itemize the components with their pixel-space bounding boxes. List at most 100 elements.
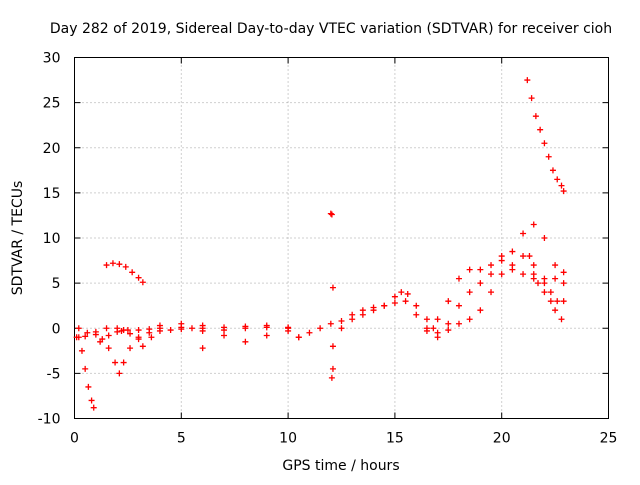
data-point — [78, 347, 85, 354]
data-point — [402, 298, 409, 305]
data-point — [139, 343, 146, 350]
data-point — [199, 345, 206, 352]
data-point — [306, 329, 313, 336]
data-point — [528, 95, 535, 102]
data-point — [317, 325, 324, 332]
data-point — [488, 262, 495, 269]
y-axis-label: SDTVAR / TECUs — [10, 181, 26, 296]
data-point — [434, 329, 441, 336]
data-point — [413, 311, 420, 318]
data-point — [545, 153, 552, 160]
data-point — [148, 334, 155, 341]
data-point — [135, 336, 142, 343]
data-point — [552, 307, 559, 314]
y-tick-label: 10 — [43, 231, 61, 247]
x-tick-label: 25 — [600, 431, 618, 447]
data-point — [146, 329, 153, 336]
data-point — [466, 289, 473, 296]
chart-title: Day 282 of 2019, Sidereal Day-to-day VTE… — [50, 21, 612, 37]
data-point — [73, 334, 80, 341]
data-point — [541, 235, 548, 241]
x-tick-label: 20 — [493, 431, 511, 447]
data-point — [509, 248, 516, 255]
data-point — [498, 271, 505, 278]
data-point — [116, 261, 123, 268]
data-point — [398, 289, 405, 296]
data-point — [466, 316, 473, 323]
data-point — [285, 325, 292, 332]
y-tick-label: 20 — [43, 141, 61, 157]
data-point — [560, 269, 567, 276]
data-point — [295, 334, 302, 341]
data-point — [328, 374, 335, 381]
data-point — [404, 290, 411, 297]
data-point — [199, 322, 206, 329]
data-point — [329, 365, 336, 372]
data-point — [129, 269, 136, 276]
data-point — [430, 325, 437, 332]
data-point — [82, 365, 89, 372]
data-point — [455, 275, 462, 282]
data-point — [90, 404, 97, 411]
data-point — [84, 329, 91, 336]
series-trace-d — [103, 260, 146, 286]
data-point — [105, 345, 112, 352]
data-point — [498, 253, 505, 260]
data-point — [547, 289, 554, 296]
data-point — [477, 307, 484, 314]
data-point — [167, 327, 174, 334]
data-point — [85, 383, 92, 390]
data-point — [242, 338, 249, 345]
data-point — [338, 325, 345, 332]
data-point — [114, 325, 121, 332]
data-point — [560, 188, 567, 195]
y-tick-label: 25 — [43, 96, 61, 112]
data-point — [359, 311, 366, 318]
data-point — [445, 327, 452, 334]
data-point — [381, 302, 388, 309]
data-point — [199, 327, 206, 334]
data-point — [221, 332, 228, 339]
series-outliers — [199, 210, 336, 381]
data-point — [541, 140, 548, 147]
data-point — [535, 280, 542, 287]
data-point — [122, 263, 129, 270]
data-point — [99, 336, 106, 343]
x-tick-label: 0 — [70, 431, 79, 447]
data-point — [488, 271, 495, 278]
data-point — [156, 327, 163, 334]
data-point — [242, 323, 249, 330]
data-point — [329, 343, 336, 350]
data-point — [560, 280, 567, 287]
y-tick-label: -5 — [47, 366, 61, 382]
data-point — [88, 397, 95, 404]
data-point — [112, 359, 119, 366]
data-point — [445, 320, 452, 327]
data-point — [455, 302, 462, 309]
data-point — [116, 370, 123, 377]
data-point — [338, 318, 345, 325]
series-trace-c — [75, 320, 292, 350]
data-point — [477, 280, 484, 287]
data-point — [560, 298, 567, 305]
data-point — [541, 275, 548, 282]
data-point — [120, 359, 127, 366]
data-point — [413, 302, 420, 309]
y-tick-label: 0 — [52, 321, 61, 337]
data-point — [156, 322, 163, 329]
data-point — [541, 289, 548, 296]
data-point — [327, 320, 334, 327]
data-point — [532, 113, 539, 120]
series-trace-i — [524, 77, 567, 195]
series-trace-g — [423, 253, 567, 332]
data-point — [554, 176, 561, 183]
data-point — [530, 262, 537, 269]
data-point — [370, 307, 377, 314]
data-point — [520, 230, 527, 237]
data-point — [520, 253, 527, 260]
data-point — [455, 320, 462, 327]
data-point — [391, 293, 398, 300]
data-point — [466, 266, 473, 273]
series-trace-a — [75, 324, 302, 411]
